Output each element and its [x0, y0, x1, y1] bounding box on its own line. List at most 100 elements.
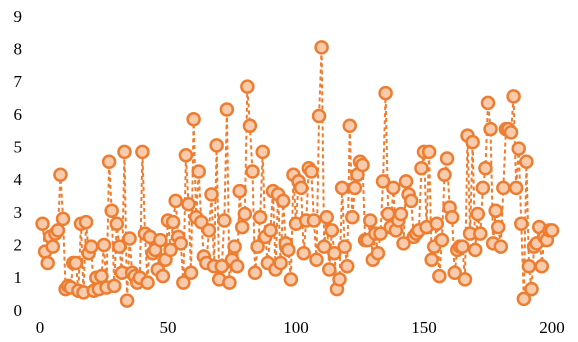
data-point — [304, 164, 319, 179]
data-point — [475, 180, 491, 196]
data-point — [78, 214, 94, 230]
data-point — [293, 180, 309, 196]
data-point — [506, 89, 521, 104]
data-point — [490, 219, 506, 235]
y-tick-label: 2 — [14, 236, 23, 255]
x-tick-label: 100 — [283, 318, 309, 337]
data-point — [488, 203, 503, 218]
data-point — [104, 203, 119, 218]
y-tick-label: 5 — [14, 138, 23, 157]
data-point — [521, 259, 537, 274]
data-point — [319, 210, 334, 225]
data-point — [101, 154, 117, 169]
data-point — [386, 180, 401, 196]
data-point — [219, 102, 235, 117]
data-point — [544, 223, 560, 238]
data-point — [355, 157, 370, 173]
data-point — [455, 239, 470, 254]
data-point — [370, 245, 386, 261]
data-point — [117, 144, 132, 160]
x-tick-label: 200 — [539, 318, 565, 337]
data-point — [516, 291, 532, 307]
data-point — [106, 278, 122, 294]
data-point — [322, 262, 337, 277]
data-point — [275, 193, 291, 209]
data-point — [234, 219, 250, 235]
y-tick-label: 6 — [14, 105, 23, 124]
data-point — [373, 226, 388, 241]
data-point — [153, 232, 168, 248]
data-point — [119, 293, 135, 308]
data-point — [247, 265, 263, 281]
x-tick-label: 0 — [36, 318, 45, 337]
data-point — [168, 193, 183, 209]
data-point — [109, 216, 125, 232]
data-point — [255, 144, 270, 160]
y-tick-label: 8 — [14, 40, 23, 59]
data-point — [334, 180, 350, 196]
data-point — [414, 161, 429, 176]
data-point — [140, 275, 155, 290]
data-point — [314, 40, 329, 55]
data-point — [306, 213, 322, 228]
data-point — [398, 174, 414, 189]
data-point — [245, 164, 260, 179]
data-point — [232, 183, 247, 199]
y-tick-label: 9 — [14, 7, 23, 26]
data-point — [434, 232, 450, 248]
data-point — [473, 226, 488, 241]
data-point — [165, 214, 181, 230]
data-point — [342, 118, 358, 134]
data-point — [201, 223, 217, 238]
data-point — [240, 79, 255, 94]
y-tick-label: 1 — [14, 268, 23, 287]
data-point — [332, 272, 347, 287]
data-point — [96, 237, 112, 253]
x-tick-label: 50 — [160, 318, 177, 337]
data-point — [403, 193, 419, 209]
data-point — [444, 210, 460, 225]
data-point — [173, 236, 189, 251]
data-point — [214, 259, 230, 274]
data-point — [209, 138, 224, 153]
data-point — [83, 239, 99, 254]
data-point — [496, 180, 511, 196]
data-point — [296, 245, 311, 261]
data-point — [186, 112, 201, 127]
data-point — [393, 206, 409, 222]
data-point — [483, 121, 498, 137]
data-point — [503, 125, 519, 140]
y-tick-label: 7 — [14, 72, 23, 91]
data-point — [53, 167, 68, 183]
data-point — [229, 259, 245, 274]
data-point — [217, 213, 232, 228]
data-point — [252, 210, 268, 225]
data-point — [155, 268, 171, 284]
data-point — [339, 259, 355, 274]
data-point — [40, 255, 55, 271]
data-point — [465, 134, 480, 150]
y-tick-label: 4 — [14, 170, 23, 189]
data-point — [470, 206, 486, 222]
data-point — [68, 255, 84, 271]
data-point — [519, 154, 534, 169]
y-tick-label: 3 — [14, 203, 23, 222]
data-point — [35, 216, 50, 232]
data-point — [362, 213, 378, 228]
data-point — [50, 223, 66, 238]
data-point — [467, 242, 483, 258]
data-point — [324, 223, 340, 238]
data-point — [204, 187, 219, 202]
data-point — [242, 118, 258, 134]
data-point — [480, 95, 496, 111]
data-point — [424, 252, 439, 267]
data-point — [122, 231, 137, 246]
data-point — [511, 141, 526, 156]
data-point — [237, 206, 253, 222]
data-point — [263, 223, 278, 238]
data-point — [421, 144, 437, 160]
data-point — [135, 144, 150, 160]
data-point — [250, 239, 265, 254]
data-point — [311, 108, 327, 124]
data-point — [396, 236, 411, 251]
